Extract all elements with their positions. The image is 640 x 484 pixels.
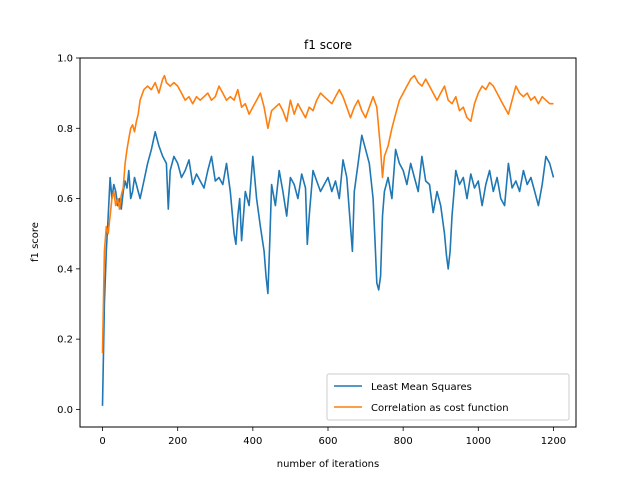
y-tick-label: 1.0 xyxy=(57,54,73,65)
legend-label-least-mean-squares: Least Mean Squares xyxy=(371,382,472,393)
chart-title: f1 score xyxy=(304,38,352,52)
y-tick-label: 0.4 xyxy=(57,264,73,275)
x-tick-label: 800 xyxy=(394,436,413,447)
x-tick-label: 1000 xyxy=(466,436,491,447)
y-tick-label: 0.0 xyxy=(57,405,73,416)
x-axis-label: number of iterations xyxy=(277,459,379,470)
series-layer xyxy=(101,74,555,406)
y-tick-label: 0.2 xyxy=(57,335,73,346)
legend: Least Mean Squares Correlation as cost f… xyxy=(326,373,570,421)
series-line-0 xyxy=(101,131,555,406)
legend-box xyxy=(326,373,570,421)
x-tick-label: 1200 xyxy=(541,436,566,447)
legend-label-correlation: Correlation as cost function xyxy=(371,403,509,414)
x-tick-label: 600 xyxy=(318,436,337,447)
y-axis-ticks: 0.0 0.2 0.4 0.6 0.8 1.0 xyxy=(57,54,80,416)
x-tick-label: 400 xyxy=(243,436,262,447)
y-tick-label: 0.6 xyxy=(57,194,73,205)
y-tick-label: 0.8 xyxy=(57,124,73,135)
x-axis-ticks: 0 200 400 600 800 1000 1200 xyxy=(99,427,566,447)
y-axis-label: f1 score xyxy=(30,222,41,262)
series-line-1 xyxy=(101,74,554,354)
x-tick-label: 0 xyxy=(99,436,105,447)
x-tick-label: 200 xyxy=(168,436,187,447)
